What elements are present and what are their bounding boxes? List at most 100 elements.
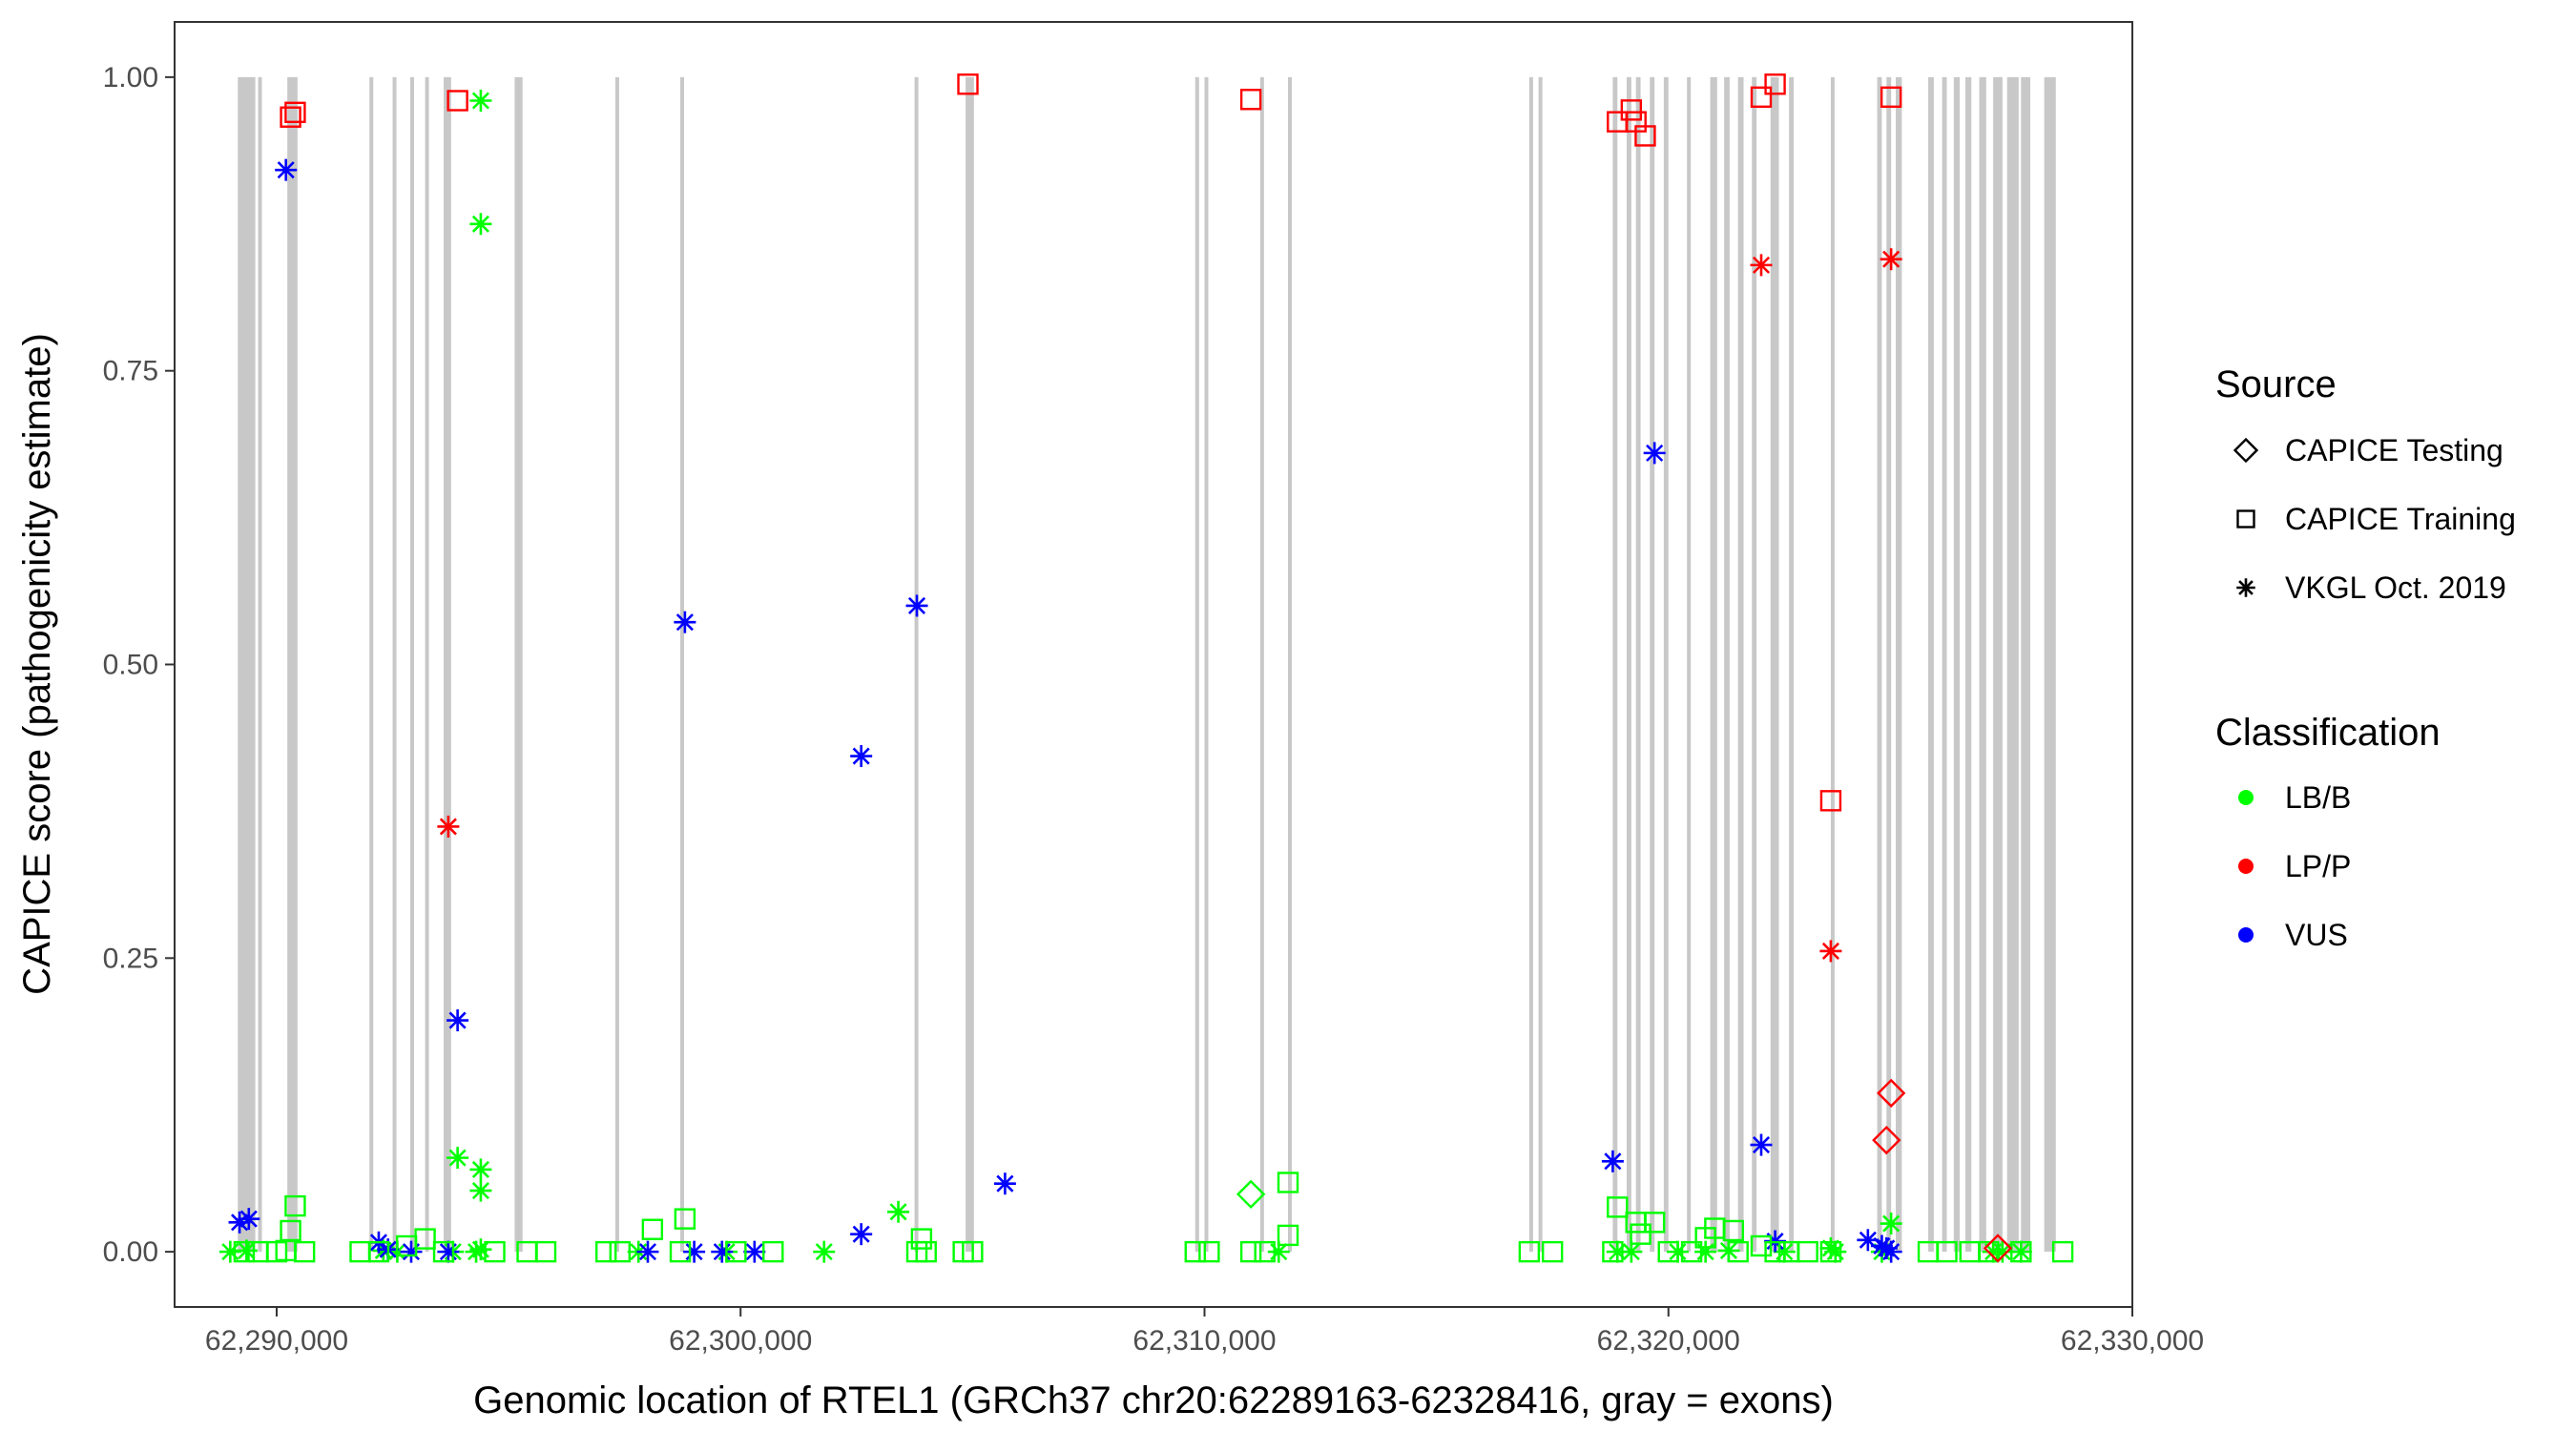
data-point <box>233 1240 256 1263</box>
exon-band <box>966 76 974 1253</box>
data-point <box>905 594 928 617</box>
exon-band <box>1259 76 1264 1253</box>
data-point <box>447 1147 469 1170</box>
data-point <box>1880 1213 1902 1235</box>
exon-band <box>1830 76 1835 1253</box>
data-point <box>469 1158 492 1181</box>
data-point <box>447 1009 469 1032</box>
asterisk-stroke <box>239 1210 258 1228</box>
data-point <box>1643 1212 1666 1234</box>
exon-band <box>1538 76 1543 1253</box>
asterisk-stroke <box>996 1174 1014 1192</box>
data-point <box>683 1240 706 1263</box>
data-point <box>743 1240 766 1263</box>
exon-band <box>1663 76 1669 1253</box>
data-point <box>1607 1196 1629 1218</box>
asterisk-stroke <box>471 1160 489 1178</box>
legend-classification-title: Classification <box>2215 712 2441 754</box>
exon-band <box>1993 76 2003 1253</box>
data-point <box>711 1240 734 1263</box>
data-point <box>1819 1240 1842 1263</box>
data-point <box>725 1240 747 1263</box>
exon-band <box>1737 76 1744 1253</box>
data-point <box>1634 125 1656 147</box>
asterisk-stroke <box>1882 250 1901 268</box>
data-point <box>1722 1219 1745 1242</box>
x-axis-title: Genomic location of RTEL1 (GRCh37 chr20:… <box>473 1379 1834 1421</box>
asterisk-stroke <box>745 1243 763 1261</box>
data-point <box>447 90 468 112</box>
asterisk-stroke <box>238 1241 256 1259</box>
y-axis-tick-label: 0.50 <box>103 650 158 681</box>
exon-band <box>2021 76 2031 1253</box>
exon-band <box>1953 76 1961 1253</box>
data-point <box>275 158 298 181</box>
data-point <box>469 213 492 236</box>
exon-band <box>1724 76 1730 1253</box>
data-point <box>674 1208 696 1230</box>
y-axis-tick-label: 0.00 <box>103 1236 158 1268</box>
exon-band <box>1195 76 1199 1253</box>
data-point <box>437 1240 460 1263</box>
asterisk-stroke <box>448 1149 467 1167</box>
asterisk-stroke <box>277 161 295 179</box>
x-axis-tick-label: 62,300,000 <box>669 1325 812 1357</box>
exon-band <box>425 76 429 1253</box>
data-point <box>367 1240 390 1263</box>
exon-band <box>1288 76 1293 1253</box>
y-axis-tick-label: 0.75 <box>103 356 158 387</box>
asterisk-stroke <box>2012 1243 2030 1261</box>
asterisk-stroke <box>1882 1243 1901 1261</box>
asterisk-stroke <box>852 1225 870 1243</box>
data-point <box>915 1240 937 1263</box>
asterisk-stroke <box>471 92 489 110</box>
data-point <box>1518 1240 1541 1263</box>
exon-band <box>1896 76 1902 1253</box>
data-point <box>1764 73 1786 95</box>
exon-band <box>1626 76 1631 1253</box>
asterisk-stroke <box>1646 444 1664 462</box>
exon-band <box>392 76 397 1253</box>
data-point <box>2010 1240 2032 1263</box>
x-axis-tick-label: 62,320,000 <box>1597 1325 1740 1357</box>
y-axis-tick-label: 0.25 <box>103 943 158 974</box>
exon-band <box>1770 76 1779 1253</box>
exon-band <box>1612 76 1618 1253</box>
data-point <box>293 1240 316 1263</box>
y-axis-title: CAPICE score (pathogenicity estimate) <box>16 333 58 995</box>
legend-source-label: CAPICE Training <box>2285 502 2516 536</box>
data-point <box>674 611 696 633</box>
data-point <box>1824 1240 1847 1263</box>
asterisk-stroke <box>1882 1214 1901 1233</box>
data-point <box>1819 940 1842 963</box>
asterisk-stroke <box>471 215 489 233</box>
data-point <box>1607 111 1629 133</box>
data-point <box>2009 1240 2032 1263</box>
data-point <box>414 1228 436 1250</box>
data-point <box>1936 1240 1958 1263</box>
data-point <box>280 106 301 128</box>
data-point <box>1184 1240 1206 1263</box>
data-point <box>432 1240 455 1263</box>
data-point <box>437 815 460 838</box>
data-point <box>957 73 979 95</box>
data-point <box>1876 1078 1906 1109</box>
exon-band <box>614 76 619 1253</box>
data-point <box>1750 1133 1773 1156</box>
data-point <box>1764 1240 1786 1263</box>
exon-band <box>1928 76 1934 1253</box>
data-point <box>962 1240 984 1263</box>
exon-band <box>1877 76 1882 1253</box>
exon-bands <box>238 76 2056 1253</box>
x-axis-tick-label: 62,310,000 <box>1132 1325 1276 1357</box>
data-point <box>280 1219 301 1242</box>
data-point <box>534 1240 557 1263</box>
data-point <box>1602 1240 1624 1263</box>
data-point <box>850 1223 873 1246</box>
asterisk-stroke <box>638 1243 657 1261</box>
data-point <box>762 1240 784 1263</box>
data-point <box>1727 1240 1749 1263</box>
data-point <box>1797 1240 1818 1263</box>
legend-classification-label: VUS <box>2285 918 2348 952</box>
